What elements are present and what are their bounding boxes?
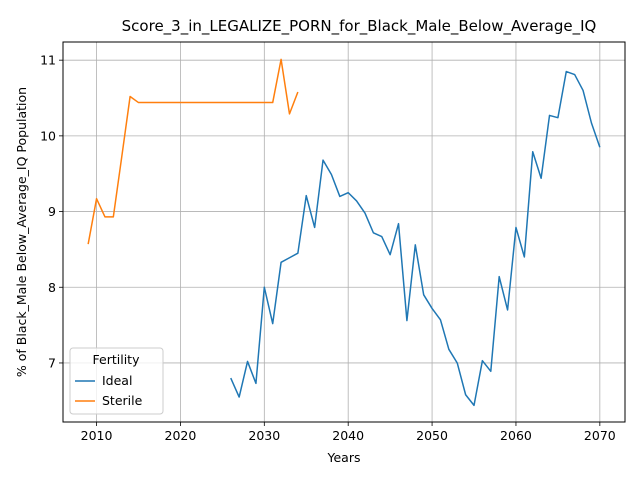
legend: Fertility Ideal Sterile [69, 347, 164, 415]
y-tick-label: 11 [40, 53, 56, 68]
x-axis: 2010 2020 2030 2040 2050 2060 2070 [81, 422, 616, 443]
y-axis: 7 8 9 10 11 [40, 53, 63, 370]
x-tick-label: 2030 [248, 428, 280, 443]
y-tick-label: 10 [40, 128, 56, 143]
y-tick-label: 7 [48, 355, 56, 370]
y-axis-title: % of Black_Male Below_Average_IQ Populat… [14, 87, 29, 377]
legend-label-sterile: Sterile [102, 393, 143, 408]
x-tick-label: 2040 [332, 428, 364, 443]
series-lines [87, 58, 601, 407]
legend-title: Fertility [93, 352, 141, 367]
chart-title: Score_3_in_LEGALIZE_PORN_for_Black_Male_… [122, 17, 597, 36]
y-tick-label: 8 [48, 280, 56, 295]
x-axis-title: Years [327, 450, 361, 465]
x-tick-label: 2010 [81, 428, 113, 443]
x-tick-label: 2050 [416, 428, 448, 443]
x-tick-label: 2070 [584, 428, 616, 443]
legend-label-ideal: Ideal [102, 373, 132, 388]
y-tick-label: 9 [48, 204, 56, 219]
x-tick-label: 2020 [165, 428, 197, 443]
plot-frame [62, 41, 626, 423]
series-line-ideal [230, 70, 601, 407]
legend-frame [69, 347, 164, 415]
series-line-sterile [87, 58, 299, 245]
x-tick-label: 2060 [500, 428, 532, 443]
